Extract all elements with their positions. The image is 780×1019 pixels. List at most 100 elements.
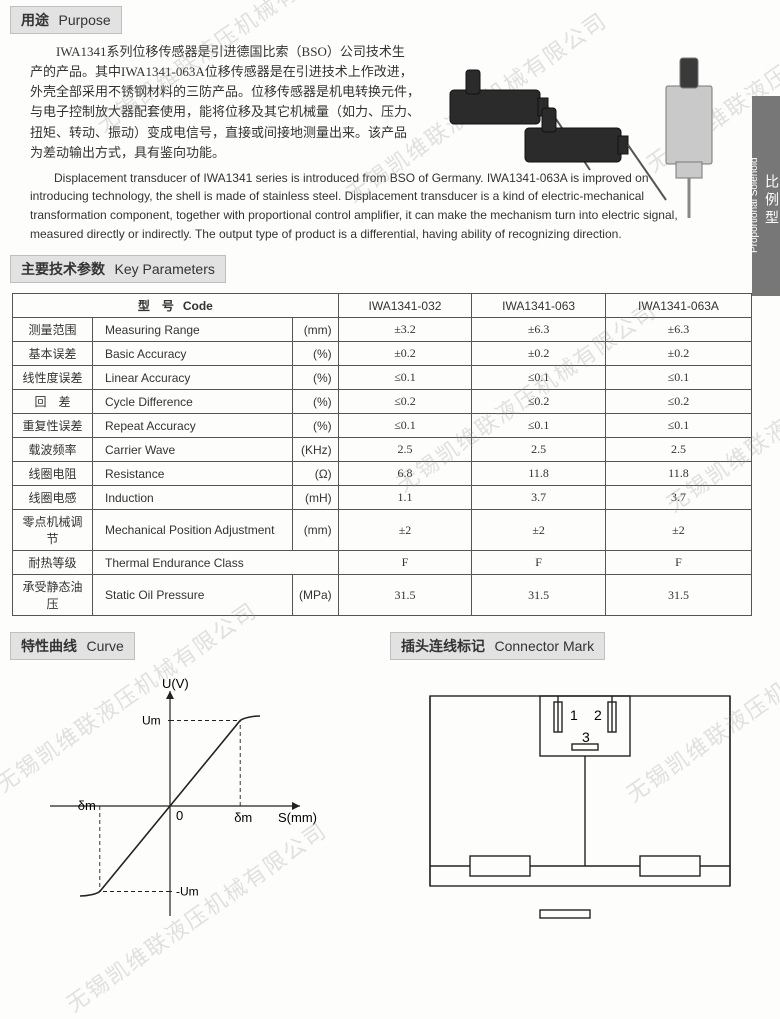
svg-text:0: 0: [176, 808, 183, 823]
purpose-cn-line: 与电子控制放大器配套使用，能将位移及其它机械量（如力、压力、: [30, 104, 420, 119]
row-val: 6.8: [338, 462, 472, 486]
row-val: ≤0.2: [472, 390, 606, 414]
row-cn: 基本误差: [13, 342, 93, 366]
row-val: ±0.2: [605, 342, 751, 366]
row-en: Basic Accuracy: [93, 342, 293, 366]
row-en: Induction: [93, 486, 293, 510]
row-val: ±0.2: [338, 342, 472, 366]
row-val: 2.5: [605, 438, 751, 462]
row-val: 1.1: [338, 486, 472, 510]
svg-text:δm: δm: [78, 798, 96, 813]
section-header-params: 主要技术参数 Key Parameters: [10, 255, 226, 283]
svg-text:δm: δm: [234, 810, 252, 825]
row-unit: (mm): [293, 318, 339, 342]
row-en: Thermal Endurance Class: [93, 551, 339, 575]
row-en: Measuring Range: [93, 318, 293, 342]
table-row: 测量范围Measuring Range(mm)±3.2±6.3±6.3: [13, 318, 752, 342]
section-header-purpose-cn: 用途: [21, 14, 49, 29]
section-header-connector-cn: 插头连线标记: [401, 640, 485, 655]
row-val: ≤0.1: [605, 366, 751, 390]
params-table: 型 号 Code IWA1341-032 IWA1341-063 IWA1341…: [12, 293, 752, 616]
purpose-text-cn: IWA1341系列位移传感器是引进德国比索（BSO）公司技术生 产的产品。其中I…: [0, 40, 450, 167]
table-row: 承受静态油压Static Oil Pressure(MPa)31.531.531…: [13, 575, 752, 616]
row-val: 3.7: [472, 486, 606, 510]
row-unit: (MPa): [293, 575, 339, 616]
row-cn: 零点机械调节: [13, 510, 93, 551]
purpose-cn-line: 产的产品。其中IWA1341-063A位移传感器是在引进技术上作改进，: [30, 64, 413, 79]
row-unit: (%): [293, 390, 339, 414]
row-unit: (%): [293, 342, 339, 366]
row-val: ±6.3: [472, 318, 606, 342]
table-header-row: 型 号 Code IWA1341-032 IWA1341-063 IWA1341…: [13, 294, 752, 318]
curve-chart: U(V) S(mm) 0 δm δm Um -Um: [0, 666, 340, 936]
table-row: 线圈电感Induction(mH)1.13.73.7: [13, 486, 752, 510]
row-val: ±3.2: [338, 318, 472, 342]
svg-text:1: 1: [570, 707, 578, 723]
row-val: 2.5: [472, 438, 606, 462]
side-tab: 比例型 Proportional Solenoid: [752, 96, 780, 296]
section-header-purpose: 用途 Purpose: [10, 6, 122, 34]
row-en: Linear Accuracy: [93, 366, 293, 390]
row-unit: (mH): [293, 486, 339, 510]
row-cn: 测量范围: [13, 318, 93, 342]
row-val: ±2: [338, 510, 472, 551]
row-val: F: [605, 551, 751, 575]
table-row: 零点机械调节Mechanical Position Adjustment(mm)…: [13, 510, 752, 551]
row-val: ±2: [605, 510, 751, 551]
svg-text:U(V): U(V): [162, 676, 189, 691]
row-cn: 线性度误差: [13, 366, 93, 390]
side-tab-cn: 比例型: [763, 174, 778, 228]
purpose-cn-line: 外壳全部采用不锈钢材料的三防产品。位移传感器是机电转换元件，: [30, 84, 420, 99]
row-unit: (mm): [293, 510, 339, 551]
section-header-purpose-en: Purpose: [59, 12, 111, 28]
row-cn: 回 差: [13, 390, 93, 414]
row-cn: 载波频率: [13, 438, 93, 462]
model-col: IWA1341-063: [472, 294, 606, 318]
row-val: ≤0.1: [338, 366, 472, 390]
row-unit: (Ω): [293, 462, 339, 486]
code-header: 型 号 Code: [13, 294, 339, 318]
row-cn: 线圈电感: [13, 486, 93, 510]
row-val: ≤0.1: [605, 414, 751, 438]
connector-diagram: 123: [390, 666, 770, 936]
purpose-cn-line: 扭矩、转动、振动）变成电信号，直接或间接地测量出来。该产品: [30, 125, 407, 140]
row-unit: (%): [293, 414, 339, 438]
row-unit: (%): [293, 366, 339, 390]
code-header-en: Code: [183, 299, 213, 313]
row-unit: (KHz): [293, 438, 339, 462]
row-val: ≤0.2: [338, 390, 472, 414]
table-row: 回 差Cycle Difference(%)≤0.2≤0.2≤0.2: [13, 390, 752, 414]
row-val: 31.5: [472, 575, 606, 616]
row-val: F: [338, 551, 472, 575]
row-val: F: [472, 551, 606, 575]
row-val: ±6.3: [605, 318, 751, 342]
svg-text:Um: Um: [142, 714, 161, 728]
row-val: ≤0.1: [472, 366, 606, 390]
section-header-connector: 插头连线标记 Connector Mark: [390, 632, 605, 660]
product-image: [430, 50, 730, 220]
table-row: 基本误差Basic Accuracy(%)±0.2±0.2±0.2: [13, 342, 752, 366]
row-en: Static Oil Pressure: [93, 575, 293, 616]
row-val: 11.8: [472, 462, 606, 486]
row-en: Mechanical Position Adjustment: [93, 510, 293, 551]
row-val: ≤0.1: [472, 414, 606, 438]
model-col: IWA1341-063A: [605, 294, 751, 318]
section-header-curve-en: Curve: [87, 638, 124, 654]
svg-text:2: 2: [594, 707, 602, 723]
purpose-cn-line: IWA1341系列位移传感器是引进德国比索（BSO）公司技术生: [30, 42, 434, 62]
svg-text:-Um: -Um: [176, 885, 199, 899]
row-val: 11.8: [605, 462, 751, 486]
row-en: Repeat Accuracy: [93, 414, 293, 438]
table-row: 线性度误差Linear Accuracy(%)≤0.1≤0.1≤0.1: [13, 366, 752, 390]
svg-text:S(mm): S(mm): [278, 810, 317, 825]
section-header-curve: 特性曲线 Curve: [10, 632, 135, 660]
row-cn: 线圈电阻: [13, 462, 93, 486]
row-cn: 重复性误差: [13, 414, 93, 438]
section-header-curve-cn: 特性曲线: [21, 640, 77, 655]
purpose-cn-line: 为差动输出方式，具有鉴向功能。: [30, 145, 225, 160]
row-val: 31.5: [338, 575, 472, 616]
row-en: Resistance: [93, 462, 293, 486]
table-row: 线圈电阻Resistance(Ω)6.811.811.8: [13, 462, 752, 486]
svg-text:3: 3: [582, 729, 590, 745]
row-cn: 耐热等级: [13, 551, 93, 575]
